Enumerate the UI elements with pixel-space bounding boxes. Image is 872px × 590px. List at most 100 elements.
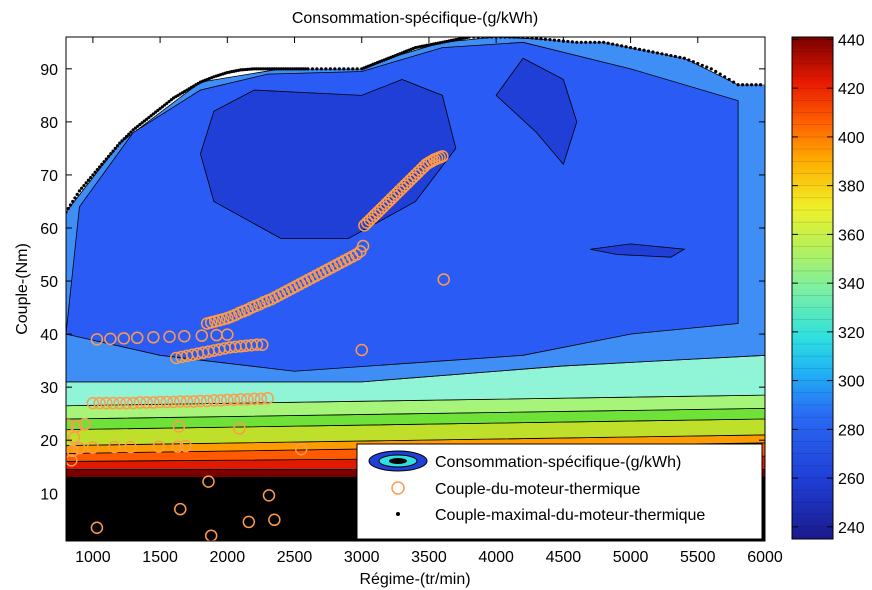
- max-torque-point: [727, 77, 731, 82]
- max-torque-point: [301, 67, 306, 71]
- max-torque-point: [624, 45, 628, 49]
- max-torque-point: [142, 119, 147, 123]
- engine-torque-point: [130, 331, 144, 345]
- max-torque-point: [68, 203, 73, 207]
- max-torque-point: [525, 37, 530, 40]
- max-torque-point: [346, 67, 350, 71]
- max-torque-point: [306, 67, 310, 71]
- max-torque-point: [637, 47, 642, 51]
- max-torque-point: [664, 53, 669, 57]
- max-torque-point: [709, 67, 713, 71]
- max-torque-point: [732, 80, 736, 84]
- max-torque-point: [136, 124, 140, 128]
- max-torque-point: [156, 108, 160, 112]
- engine-torque-point: [247, 392, 261, 406]
- max-torque-point: [268, 67, 272, 71]
- max-torque-point: [111, 149, 115, 153]
- max-torque-point: [160, 105, 164, 109]
- x-tick-label: 2500: [277, 549, 313, 566]
- max-torque-point: [570, 40, 574, 44]
- max-torque-point: [297, 67, 301, 71]
- max-torque-point: [642, 48, 646, 52]
- max-torque-point: [566, 39, 570, 44]
- max-torque-point: [593, 40, 597, 44]
- colorbar-tick-label: 300: [838, 374, 865, 391]
- max-torque-point: [310, 67, 315, 71]
- max-torque-point: [292, 67, 297, 71]
- engine-torque-point: [261, 392, 274, 405]
- max-torque-point: [131, 128, 135, 132]
- x-tick-label: 4500: [546, 549, 582, 566]
- x-tick-label: 1500: [142, 549, 178, 566]
- max-torque-point: [93, 170, 97, 174]
- max-torque-point: [539, 37, 543, 41]
- engine-torque-point: [204, 529, 218, 541]
- max-torque-point: [266, 67, 270, 71]
- engine-torque-point: [227, 393, 241, 407]
- engine-torque-point: [350, 248, 363, 261]
- max-torque-point: [279, 67, 283, 71]
- max-torque-point: [324, 67, 328, 71]
- max-torque-point: [299, 67, 303, 71]
- colorbar-tick-label: 420: [838, 81, 865, 98]
- max-torque-point: [620, 44, 624, 48]
- x-tick-label: 2000: [210, 549, 246, 566]
- engine-torque-point: [174, 395, 187, 408]
- max-torque-point: [673, 54, 677, 59]
- engine-torque-point: [179, 439, 192, 453]
- engine-torque-point: [262, 489, 276, 502]
- max-torque-point: [288, 67, 292, 71]
- engine-torque-point: [86, 396, 100, 410]
- max-torque-point: [158, 107, 162, 111]
- max-torque-point: [575, 40, 579, 44]
- max-torque-point: [611, 42, 615, 46]
- y-tick-label: 80: [40, 115, 58, 132]
- colorbar-tick-label: 240: [838, 520, 865, 537]
- max-torque-point: [691, 60, 695, 64]
- legend-contour-icon: [368, 450, 428, 472]
- max-torque-point: [145, 117, 149, 121]
- max-torque-point: [579, 40, 583, 44]
- max-torque-point: [138, 122, 142, 127]
- engine-torque-point: [66, 444, 79, 458]
- y-tick-label: 10: [40, 486, 58, 503]
- max-torque-point: [104, 157, 108, 161]
- engine-torque-point: [90, 333, 104, 346]
- engine-torque-point: [70, 420, 84, 433]
- engine-torque-point: [178, 329, 191, 343]
- max-torque-point: [140, 121, 144, 125]
- max-torque-point: [682, 56, 686, 60]
- engine-torque-point: [254, 392, 268, 406]
- max-torque-point: [272, 67, 276, 71]
- x-tick-label: 4000: [478, 549, 514, 566]
- max-torque-point: [274, 67, 279, 71]
- engine-torque-point: [113, 396, 127, 410]
- max-torque-point: [606, 41, 610, 45]
- max-torque-point: [259, 67, 263, 71]
- max-torque-point: [534, 37, 539, 40]
- engine-torque-point: [268, 513, 281, 527]
- engine-torque-point: [356, 239, 370, 253]
- engine-torque-point: [163, 330, 176, 343]
- x-axis: 1000 1500 2000 2500 3000 3500 4000 4500 5000 5500…: [75, 37, 783, 566]
- max-torque-point: [129, 130, 133, 134]
- engine-torque-point: [187, 395, 200, 408]
- max-torque-point: [678, 55, 682, 59]
- y-tick-label: 50: [40, 274, 58, 291]
- max-torque-point: [651, 50, 655, 54]
- max-torque-point: [254, 67, 259, 71]
- engine-torque-point: [73, 441, 86, 455]
- engine-torque-point: [86, 441, 100, 454]
- contour-band: [66, 407, 765, 430]
- engine-torque-point: [167, 395, 180, 409]
- max-torque-point: [162, 103, 167, 107]
- engine-torque-point: [171, 440, 184, 453]
- contour-band: [66, 394, 765, 420]
- engine-torque-point: [221, 393, 234, 407]
- max-torque-point: [133, 126, 138, 130]
- engine-torque-point: [66, 454, 78, 467]
- max-torque-point: [127, 132, 131, 136]
- engine-torque-point: [147, 396, 160, 409]
- colorbar-tick-label: 320: [838, 325, 865, 342]
